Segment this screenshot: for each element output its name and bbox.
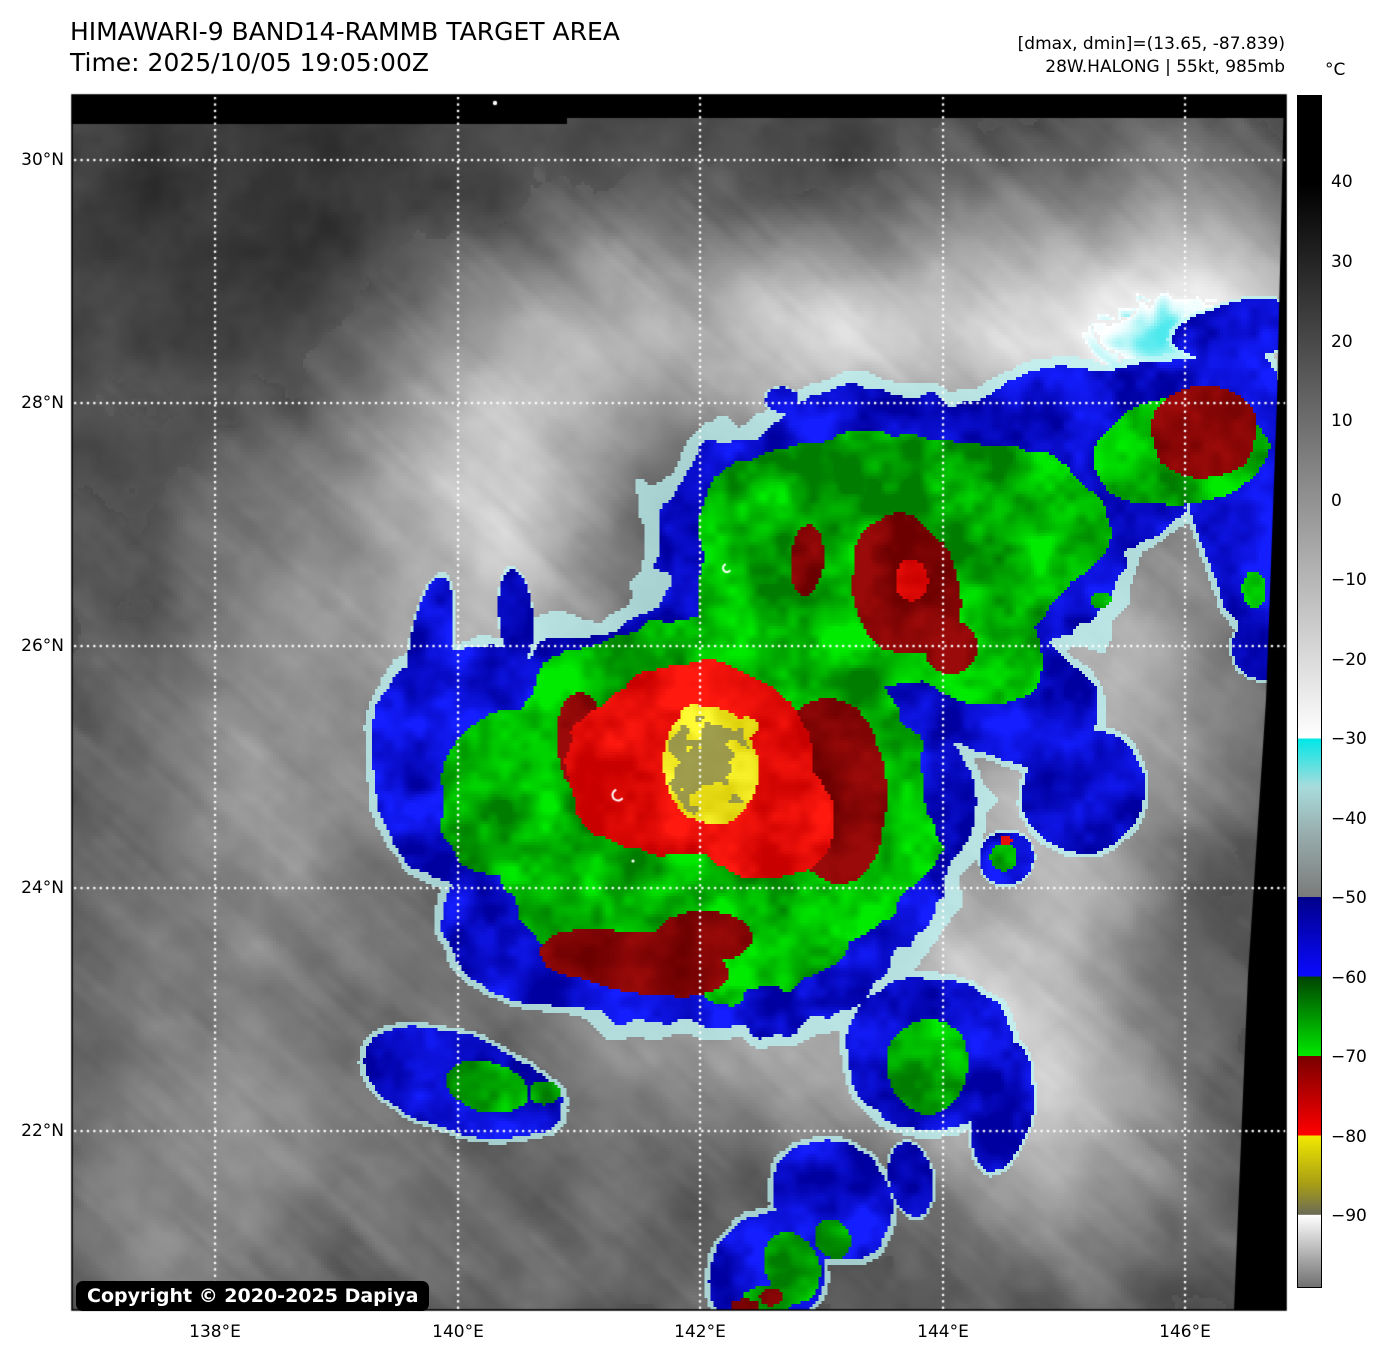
colorbar-tick: −30	[1331, 729, 1367, 750]
colorbar-tick: −90	[1331, 1206, 1367, 1227]
colorbar-unit-label: °C	[1325, 60, 1346, 80]
storm-info: [dmax, dmin]=(13.65, -87.839) 28W.HALONG …	[1018, 33, 1285, 79]
dmax-dmin-readout: [dmax, dmin]=(13.65, -87.839)	[1017, 34, 1285, 54]
colorbar-tick: −60	[1331, 967, 1367, 988]
colorbar-tick: 10	[1331, 411, 1353, 432]
lat-tick-label: 28°N	[21, 393, 64, 413]
colorbar-tick: −80	[1331, 1126, 1367, 1147]
colorbar-tick: −40	[1331, 808, 1367, 829]
page-title: HIMAWARI-9 BAND14-RAMMB TARGET AREA Time:…	[70, 16, 620, 78]
colorbar-tick: 20	[1331, 331, 1353, 352]
colorbar-tick: 0	[1331, 490, 1342, 511]
lon-tick-label: 144°E	[917, 1322, 969, 1342]
colorbar-tick: 40	[1331, 172, 1353, 193]
image-timestamp: Time: 2025/10/05 19:05:00Z	[70, 48, 429, 77]
lon-tick-label: 140°E	[432, 1322, 484, 1342]
lon-tick-label: 138°E	[189, 1322, 241, 1342]
colorbar-tick: −70	[1331, 1047, 1367, 1068]
lat-tick-label: 26°N	[21, 636, 64, 656]
colorbar-tick: −10	[1331, 570, 1367, 591]
lon-tick-label: 146°E	[1159, 1322, 1211, 1342]
lat-tick-label: 30°N	[21, 150, 64, 170]
lat-tick-label: 24°N	[21, 878, 64, 898]
storm-id-intensity: 28W.HALONG | 55kt, 985mb	[1045, 57, 1285, 77]
lat-tick-label: 22°N	[21, 1121, 64, 1141]
colorbar-tick: 30	[1331, 252, 1353, 273]
colorbar-tick: −50	[1331, 888, 1367, 909]
colorbar-tick: −20	[1331, 649, 1367, 670]
product-title: HIMAWARI-9 BAND14-RAMMB TARGET AREA	[70, 17, 620, 46]
temperature-colorbar	[1297, 95, 1322, 1288]
copyright-badge: Copyright © 2020-2025 Dapiya	[76, 1281, 430, 1311]
lon-tick-label: 142°E	[674, 1322, 726, 1342]
